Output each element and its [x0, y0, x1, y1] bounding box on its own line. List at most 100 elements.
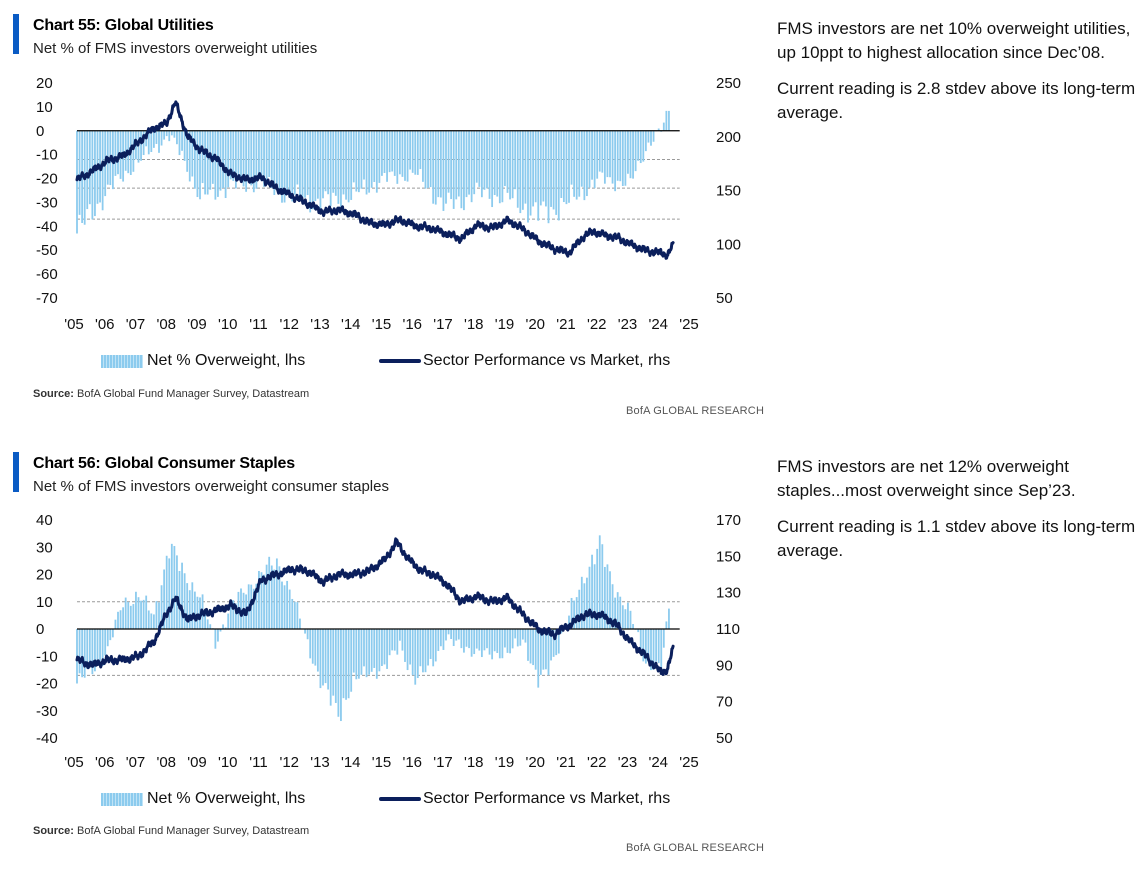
chart-panel-utilities: Chart 55: Global Utilities Net % of FMS … [0, 0, 1142, 436]
bar [586, 130, 588, 197]
bar [532, 130, 535, 207]
x-tick-label: '22 [587, 754, 607, 771]
bar [170, 130, 173, 136]
bar [283, 130, 286, 203]
y-tick-label-right: 110 [716, 621, 740, 638]
x-tick-label: '25 [679, 754, 699, 771]
bar [447, 629, 450, 635]
bar [145, 595, 148, 629]
brand-label: BofA GLOBAL RESEARCH [626, 842, 765, 854]
bar [176, 555, 178, 629]
bar [381, 629, 383, 666]
bar [634, 130, 637, 172]
bar [465, 130, 468, 198]
bar [340, 629, 342, 722]
bar [514, 629, 517, 639]
bar [168, 130, 171, 142]
x-tick-label: '16 [402, 316, 422, 333]
chart-subtitle: Net % of FMS investors overweight utilit… [33, 40, 318, 57]
bar [401, 629, 404, 651]
bar [106, 629, 109, 647]
bar [363, 629, 365, 667]
bar [322, 130, 324, 199]
x-tick-label: '09 [187, 754, 207, 771]
bar [647, 130, 650, 143]
bar [204, 130, 207, 195]
bar [424, 130, 427, 189]
bar [163, 569, 166, 629]
bar [586, 577, 588, 629]
bar [534, 130, 537, 203]
x-tick-label: '06 [95, 754, 115, 771]
bar [409, 629, 412, 665]
bar [201, 130, 204, 184]
commentary-paragraph: Current reading is 2.8 stdev above its l… [777, 79, 1136, 122]
bar [78, 629, 81, 674]
bar [570, 597, 573, 629]
bar [114, 130, 117, 176]
bar [278, 566, 281, 629]
bar [493, 130, 496, 196]
bar [365, 130, 368, 195]
bar [396, 629, 399, 655]
chart-title: Chart 56: Global Consumer Staples [33, 455, 295, 472]
bar [439, 130, 442, 198]
chart-subtitle: Net % of FMS investors overweight consum… [33, 478, 389, 495]
bar [460, 130, 463, 209]
bar [193, 591, 196, 629]
bar [547, 130, 550, 224]
bar [457, 130, 460, 197]
x-tick-label: '20 [525, 316, 545, 333]
bar [386, 629, 388, 669]
bar [260, 572, 263, 629]
bar [224, 627, 227, 629]
chart-panel-consumer-staples: Chart 56: Global Consumer Staples Net % … [0, 438, 1142, 873]
bar [122, 607, 125, 629]
bar [388, 130, 391, 173]
source-label: Source: [33, 825, 74, 837]
x-tick-label: '07 [126, 316, 146, 333]
bar [173, 130, 176, 138]
bar [557, 629, 560, 654]
bar [281, 581, 283, 629]
bar [363, 130, 365, 180]
bar [383, 629, 386, 665]
bar [250, 130, 253, 186]
bar [150, 613, 153, 629]
bar [593, 130, 596, 189]
bar [550, 629, 552, 661]
bar [196, 130, 199, 198]
bar [637, 130, 640, 161]
bar [532, 629, 535, 666]
bar [316, 629, 319, 672]
x-tick-label: '15 [372, 316, 392, 333]
y-tick-label-left: 10 [36, 99, 53, 116]
x-tick-label: '22 [587, 316, 607, 333]
bar [127, 601, 130, 629]
y-tick-label-right: 150 [716, 183, 741, 200]
bar [598, 535, 601, 629]
bar [222, 624, 224, 629]
bar [173, 546, 176, 629]
bar [124, 597, 127, 629]
bar [529, 629, 532, 664]
bar [596, 130, 599, 179]
x-tick-label: '10 [218, 316, 238, 333]
bar [217, 130, 219, 197]
bar [662, 122, 665, 131]
bar [629, 130, 632, 179]
commentary-paragraph: FMS investors are net 12% overweight sta… [777, 457, 1076, 500]
bar [573, 600, 576, 629]
bar [488, 130, 491, 199]
bar [270, 565, 273, 629]
bar [304, 629, 306, 634]
bar [437, 130, 440, 198]
source-text: BofA Global Fund Manager Survey, Datastr… [77, 825, 310, 837]
bar [578, 130, 581, 197]
bar [601, 130, 604, 173]
bar [468, 130, 470, 195]
bar [516, 629, 519, 647]
bar [555, 130, 558, 215]
bar [229, 130, 232, 180]
bar [191, 582, 194, 629]
